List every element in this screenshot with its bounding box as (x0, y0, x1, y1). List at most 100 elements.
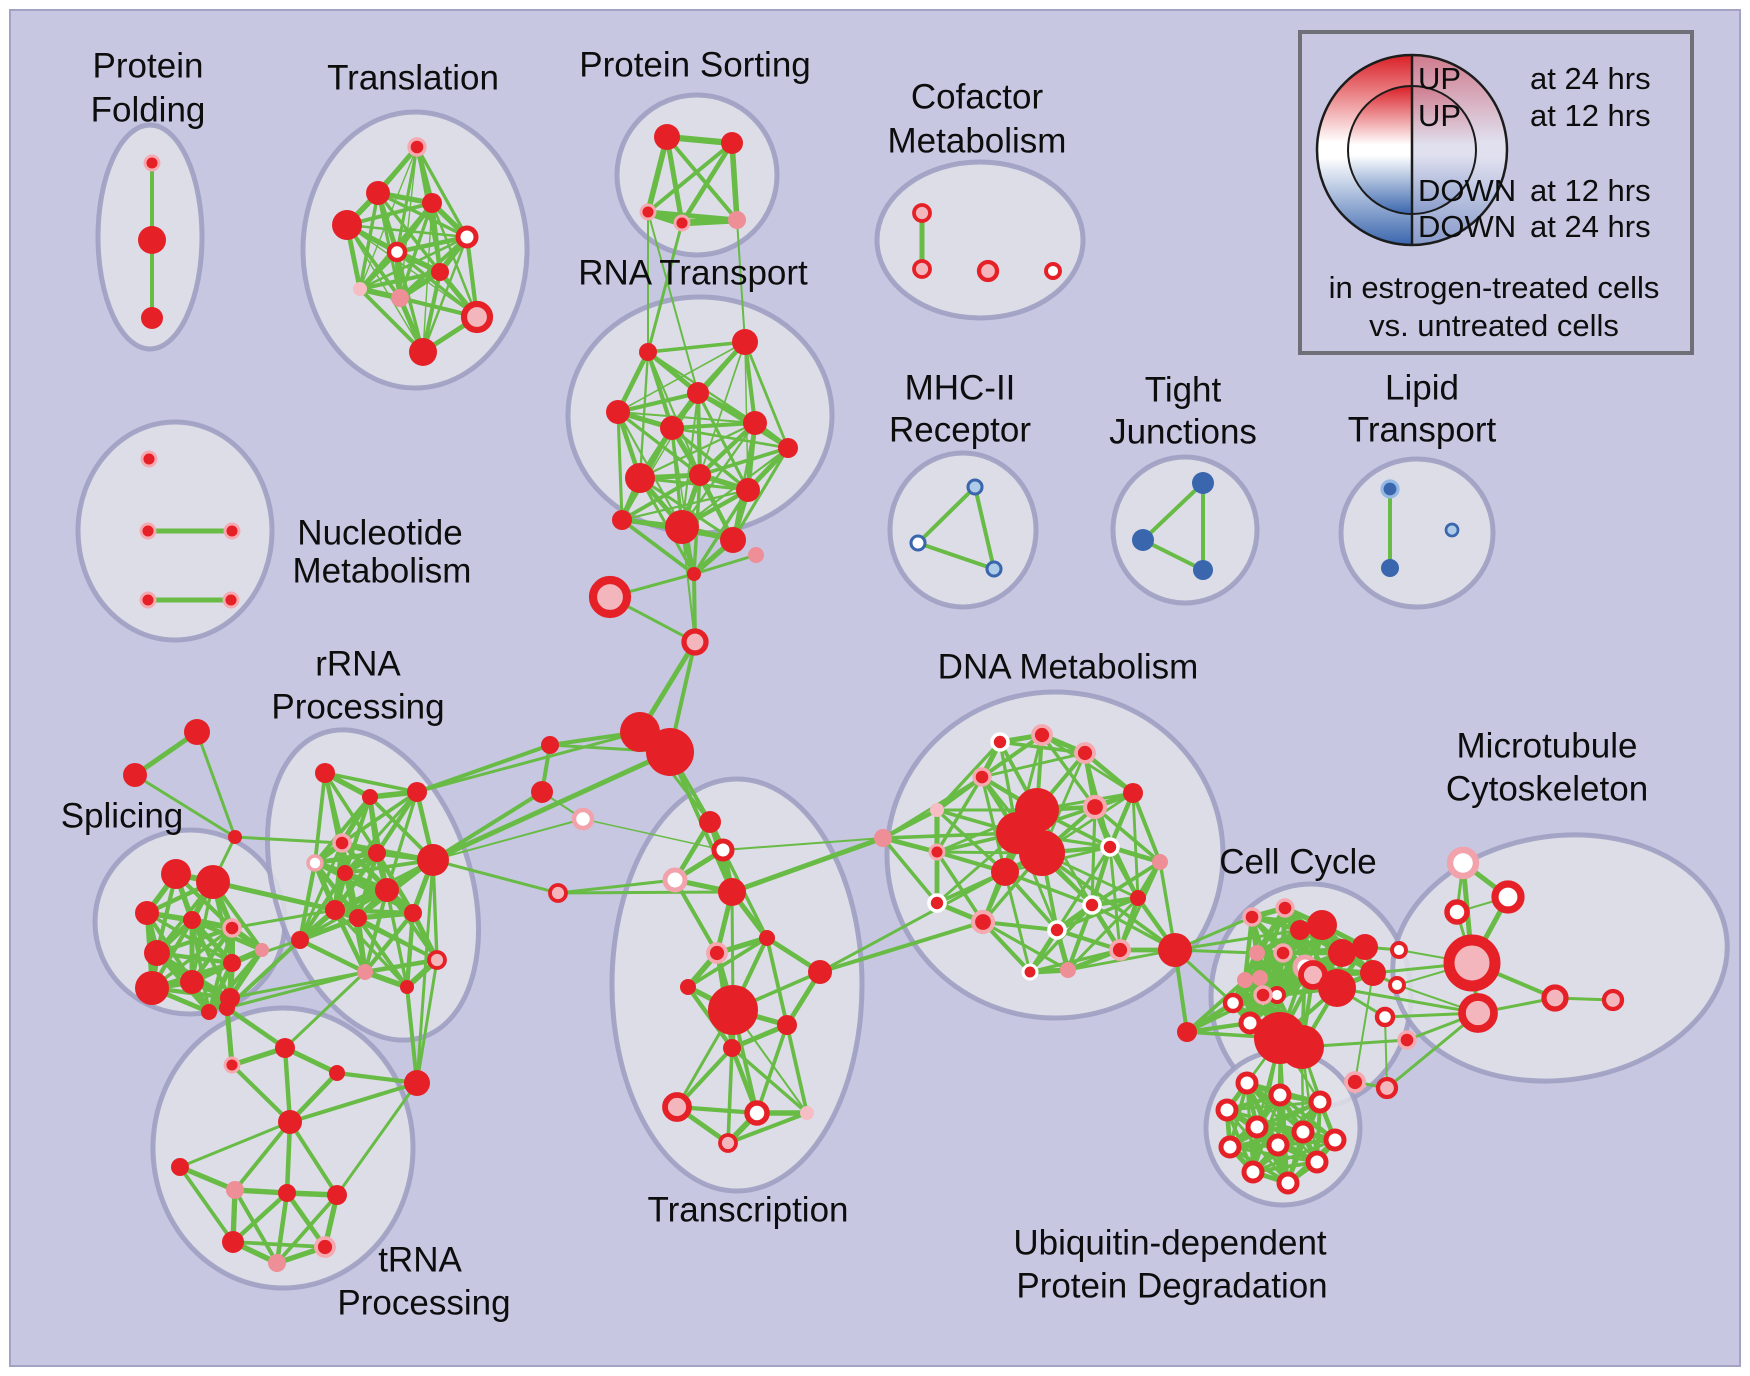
legend-direction-label: DOWN (1418, 173, 1516, 208)
gene-edge (1141, 538, 1205, 572)
gene-node (375, 878, 399, 902)
gene-edge (394, 234, 470, 255)
gene-node (422, 193, 442, 213)
gene-edge (617, 411, 756, 424)
gene-node (1152, 854, 1168, 870)
gene-edge (340, 790, 419, 845)
gene-node (1235, 1071, 1259, 1095)
inter-cluster-edge (1173, 928, 1302, 952)
cluster-label-tight: Junctions (1109, 412, 1257, 451)
gene-node (183, 911, 201, 929)
gene-node (927, 893, 947, 913)
gene-edge (430, 201, 479, 319)
inter-cluster-edge (415, 958, 439, 1085)
legend-time-label: at 24 hrs (1530, 209, 1651, 244)
inter-cluster-edge (681, 526, 696, 643)
gene-edge (679, 140, 735, 226)
gene-node (1266, 1133, 1290, 1157)
cluster-ellipse-lipid (1338, 456, 1496, 610)
gene-node (223, 1056, 241, 1074)
gene-node (1446, 846, 1480, 880)
cluster-ellipse-tight (1110, 454, 1260, 606)
gene-node (349, 909, 367, 927)
gene-edge (620, 488, 750, 522)
gene-node (135, 901, 159, 925)
gene-edge (178, 1165, 235, 1244)
inter-cluster-edge (556, 890, 734, 895)
legend-direction-label: UP (1418, 98, 1461, 133)
gene-edge (145, 911, 234, 965)
cluster-label-rna: RNA Transport (578, 253, 808, 292)
cluster-label-mt: Cytoskeleton (1446, 769, 1648, 808)
gene-node (327, 1185, 347, 1205)
gene-node (976, 259, 1000, 283)
gene-edge (935, 775, 984, 854)
gene-edge (358, 235, 469, 291)
gene-node (777, 1015, 797, 1035)
gene-node (681, 628, 709, 656)
gene-node (417, 844, 449, 876)
gene-edge (980, 751, 1087, 779)
gene-edge (765, 936, 789, 1027)
gene-edge (229, 1062, 293, 1125)
gene-node (759, 930, 775, 946)
gene-node (721, 132, 743, 154)
gene-edge (288, 1081, 419, 1124)
inter-cluster-edge (582, 818, 724, 851)
gene-node (1132, 529, 1154, 551)
gene-edge (881, 831, 1019, 840)
gene-node (699, 811, 721, 833)
gene-edge (880, 835, 940, 855)
gene-edge (1225, 1100, 1322, 1112)
gene-node (1123, 783, 1143, 803)
gene-node (639, 343, 657, 361)
inter-cluster-edge (233, 835, 344, 845)
gene-edge (729, 140, 740, 223)
gene-node (1305, 1150, 1329, 1174)
gene-node (639, 203, 657, 221)
gene-node (123, 763, 147, 787)
gene-edge (312, 850, 380, 866)
gene-node (1193, 560, 1213, 580)
gene-node (1388, 976, 1406, 994)
gene-edge (881, 836, 939, 905)
gene-node (662, 867, 688, 893)
gene-edge (284, 1190, 328, 1250)
cluster-label-ub: Ubiquitin-dependent (1013, 1223, 1327, 1262)
gene-node (1218, 1135, 1242, 1159)
gene-node (332, 833, 352, 853)
gene-node (930, 803, 944, 817)
inter-cluster-edge (729, 835, 886, 895)
inter-cluster-edge (1354, 972, 1374, 1083)
gene-node (362, 789, 378, 805)
gene-node (1019, 830, 1065, 876)
gene-node (1360, 960, 1386, 986)
gene-node (874, 829, 892, 847)
gene-edge (742, 339, 758, 426)
gene-node (228, 830, 242, 844)
gene-edge (743, 340, 790, 450)
cluster-label-lipid: Lipid (1385, 368, 1459, 407)
gene-node (332, 210, 362, 240)
gene-node (184, 719, 210, 745)
gene-node (1390, 941, 1408, 959)
gene-edge (431, 858, 439, 962)
gene-node (161, 859, 191, 889)
gene-edge (981, 920, 1059, 932)
gene-edge (617, 341, 746, 413)
cluster-label-tight: Tight (1145, 370, 1222, 409)
gene-node (226, 1181, 244, 1199)
gene-node (991, 858, 1019, 886)
gene-edge (916, 485, 977, 545)
gene-node (337, 865, 353, 881)
gene-edge (206, 947, 265, 1015)
gene-node (1443, 934, 1501, 992)
gene-node (1215, 1098, 1239, 1122)
gene-edge (323, 771, 379, 855)
gene-edge (638, 421, 757, 480)
gene-node (970, 909, 996, 935)
gene-edge (981, 920, 1070, 972)
gene-node (329, 1065, 345, 1081)
gene-edge (288, 1120, 339, 1197)
gene-node (972, 767, 992, 787)
